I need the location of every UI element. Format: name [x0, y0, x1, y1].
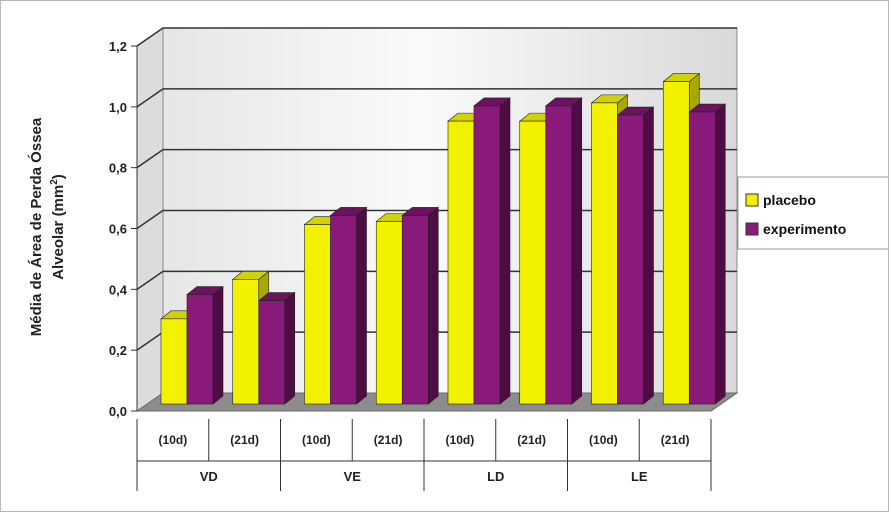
- gridline: [136, 88, 737, 108]
- bar-side: [284, 291, 296, 405]
- y-tick-label: 0,8: [109, 161, 127, 176]
- category-label: (21d): [374, 433, 403, 447]
- bar-side: [499, 97, 511, 405]
- category-label: (21d): [661, 433, 690, 447]
- y-axis-label-line1: Média de Área de Perda Óssea: [27, 117, 45, 336]
- legend: placebo experimento: [737, 176, 888, 250]
- bar-experimento-0: [186, 294, 214, 405]
- y-axis-label-superscript: 2: [49, 179, 60, 185]
- category-label: (21d): [230, 433, 259, 447]
- gridline: [136, 27, 737, 47]
- legend-swatch-placebo: [745, 193, 759, 207]
- bar-placebo-5: [519, 120, 547, 405]
- bar-side: [356, 206, 367, 405]
- category-label: (10d): [589, 433, 618, 447]
- bar-placebo-2: [304, 224, 331, 405]
- y-tick-label: 1,0: [109, 100, 127, 115]
- y-axis-ticks: 0,0 0,2 0,4 0,6 0,8 1,0 1,2: [109, 39, 138, 419]
- group-label: LD: [487, 469, 504, 484]
- group-label: LE: [631, 469, 648, 484]
- bar-placebo-6: [591, 102, 618, 405]
- bar-placebo-0: [160, 318, 188, 405]
- bar-experimento-6: [617, 114, 644, 405]
- y-axis-label-line2: Alveolar (mm2): [49, 174, 67, 280]
- y-tick-label: 0,0: [109, 404, 127, 419]
- y-tick-label: 0,2: [109, 343, 127, 358]
- bars: [160, 72, 727, 405]
- category-label: (10d): [159, 433, 188, 447]
- bar-side: [571, 97, 583, 405]
- bar-experimento-7: [688, 111, 716, 405]
- y-tick-label: 1,2: [109, 39, 127, 54]
- category-table: (10d) (21d) (10d) (21d) (10d) (21d) (10d) (21d)…: [136, 419, 712, 491]
- legend-label-experimento: experimento: [763, 221, 846, 237]
- category-label: (10d): [302, 433, 331, 447]
- y-axis-label-line2-text: Alveolar (mm: [50, 185, 67, 280]
- bar-experimento-4: [473, 105, 501, 405]
- legend-box: [737, 176, 888, 250]
- y-tick-label: 0,4: [109, 282, 128, 297]
- legend-label-placebo: placebo: [763, 192, 816, 208]
- bar-side: [643, 106, 654, 405]
- bar-placebo-4: [447, 120, 475, 405]
- category-label: (10d): [446, 433, 475, 447]
- bar-experimento-3: [401, 215, 429, 405]
- bar-experimento-1: [258, 300, 286, 405]
- bar-side: [427, 206, 439, 405]
- group-label: VE: [344, 469, 362, 484]
- legend-swatch-experimento: [745, 222, 759, 236]
- bar-experimento-5: [545, 105, 573, 405]
- bar-experimento-2: [330, 215, 357, 405]
- bar-placebo-7: [662, 81, 690, 405]
- bar-side: [714, 103, 726, 405]
- bar-placebo-3: [375, 221, 403, 405]
- y-axis-label-close: ): [50, 174, 67, 179]
- y-tick-label: 0,6: [109, 222, 127, 237]
- bar-side: [212, 285, 224, 405]
- category-label: (21d): [517, 433, 546, 447]
- bar-placebo-1: [232, 278, 260, 405]
- group-label: VD: [200, 469, 218, 484]
